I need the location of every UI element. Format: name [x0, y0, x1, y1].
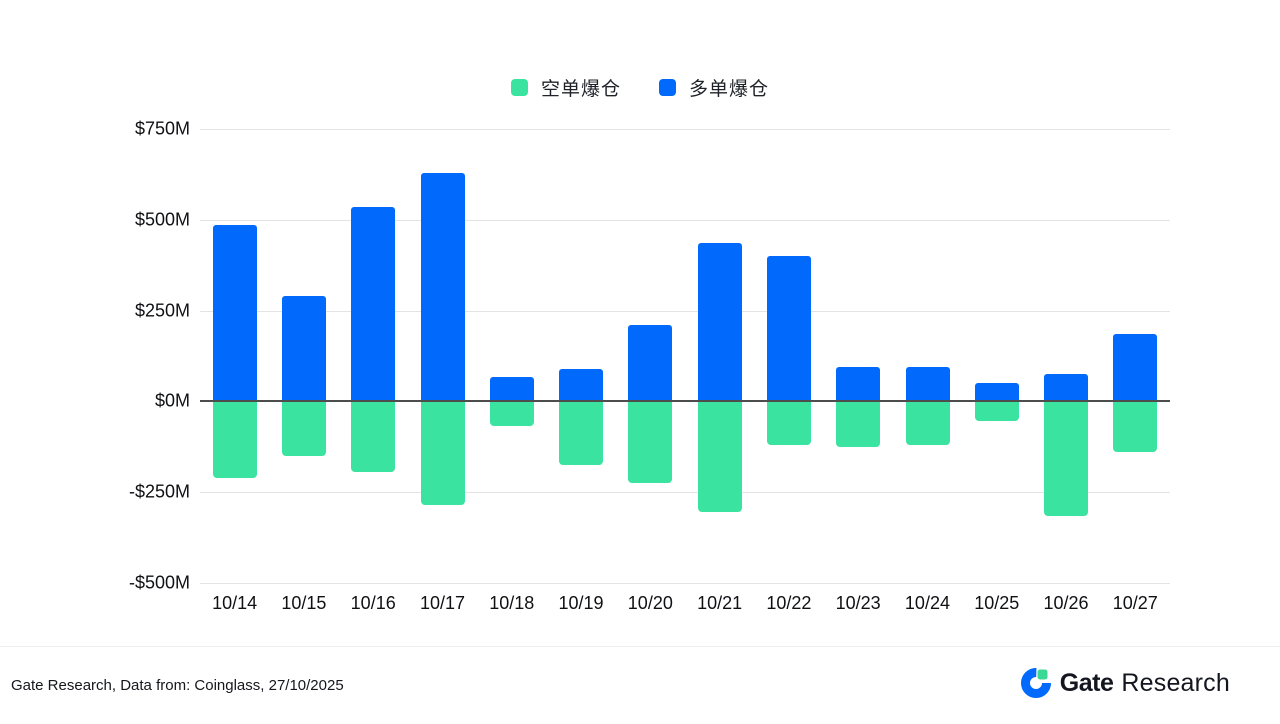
x-tick-label: 10/27: [1112, 593, 1158, 613]
gridline: [200, 310, 1170, 312]
short-liquidation-bar-10/15: [281, 401, 326, 456]
blue-square-swatch: [659, 79, 676, 96]
y-tick-label: $750M: [134, 118, 190, 139]
x-tick-label: 10/22: [766, 593, 812, 613]
short-liquidation-bar-10/25: [974, 401, 1019, 422]
y-tick-label: -$500M: [128, 572, 190, 593]
long-liquidation-bar-10/14: [212, 225, 257, 402]
long-liquidation-bar-10/27: [1113, 334, 1158, 402]
short-liquidation-bar-10/23: [836, 401, 881, 447]
y-axis: $750M $500M $250M $0M -$250M -$500M: [0, 119, 190, 593]
x-tick-label: 10/14: [212, 593, 258, 613]
short-liquidation-bar-10/20: [628, 401, 673, 484]
short-liquidation-bar-10/17: [420, 401, 465, 505]
gridline: [200, 219, 1170, 221]
short-liquidation-bar-10/26: [1044, 401, 1089, 516]
long-liquidation-bar-10/25: [974, 383, 1019, 402]
short-liquidation-bar-10/16: [351, 401, 396, 473]
long-liquidation-bar-10/23: [836, 366, 881, 402]
plot-area: [200, 129, 1170, 584]
gate-research-logo: Gate Research: [1020, 668, 1230, 698]
zero-axis-line: [200, 400, 1170, 403]
short-liquidation-bar-10/27: [1113, 401, 1158, 453]
legend-label: 多单爆仓: [689, 79, 770, 100]
y-tick-label: $250M: [134, 300, 190, 321]
green-square-swatch: [510, 79, 528, 96]
y-tick-label: -$250M: [128, 481, 190, 502]
long-liquidation-bar-10/26: [1044, 374, 1089, 402]
long-liquidation-bar-10/16: [351, 207, 396, 402]
x-tick-label: 10/16: [350, 593, 396, 613]
chart-legend: 空单爆仓 多单爆仓: [0, 74, 1280, 101]
brand-name-bold: Gate: [1059, 668, 1114, 697]
legend-label: 空单爆仓: [540, 79, 621, 100]
gate-logo-icon: [1020, 668, 1051, 698]
short-liquidation-bar-10/19: [559, 401, 604, 465]
x-tick-label: 10/19: [558, 593, 604, 613]
legend-item: 空单爆仓: [510, 74, 621, 101]
legend-item: 多单爆仓: [659, 74, 769, 101]
x-tick-label: 10/18: [489, 593, 535, 613]
x-tick-label: 10/17: [419, 593, 465, 613]
x-axis: 10/14 10/15 10/16 10/17 10/18 10/19 10/20 10/21…: [200, 593, 1170, 614]
gridline: [200, 492, 1170, 494]
x-tick-label: 10/21: [697, 593, 743, 613]
gate-logo-square: [1037, 669, 1048, 680]
gridline: [200, 129, 1170, 130]
footer-divider: [0, 646, 1280, 647]
x-tick-label: 10/20: [627, 593, 673, 613]
long-liquidation-bar-10/20: [628, 325, 673, 402]
short-liquidation-bar-10/18: [489, 401, 534, 427]
long-liquidation-bar-10/15: [281, 296, 326, 402]
short-liquidation-bar-10/22: [766, 401, 811, 445]
gridline: [200, 583, 1170, 584]
short-liquidation-bar-10/21: [697, 401, 742, 513]
data-source-note: Gate Research, Data from: Coinglass, 27/…: [11, 677, 344, 694]
long-liquidation-bar-10/21: [697, 243, 742, 402]
x-tick-label: 10/23: [835, 593, 881, 613]
long-liquidation-bar-10/17: [420, 172, 465, 402]
x-tick-label: 10/26: [1043, 593, 1089, 613]
long-liquidation-bar-10/18: [489, 376, 534, 402]
y-tick-label: $500M: [134, 209, 190, 230]
y-tick-label: $0M: [154, 390, 190, 411]
x-tick-label: 10/15: [281, 593, 327, 613]
x-tick-label: 10/25: [974, 593, 1020, 613]
brand-name-regular: Research: [1121, 668, 1230, 697]
short-liquidation-bar-10/14: [212, 401, 257, 478]
gate-logo-ring: [1020, 668, 1051, 698]
x-tick-label: 10/24: [904, 593, 950, 613]
long-liquidation-bar-10/24: [905, 366, 950, 402]
short-liquidation-bar-10/24: [905, 401, 950, 445]
long-liquidation-bar-10/19: [559, 368, 604, 402]
long-liquidation-bar-10/22: [766, 256, 811, 402]
